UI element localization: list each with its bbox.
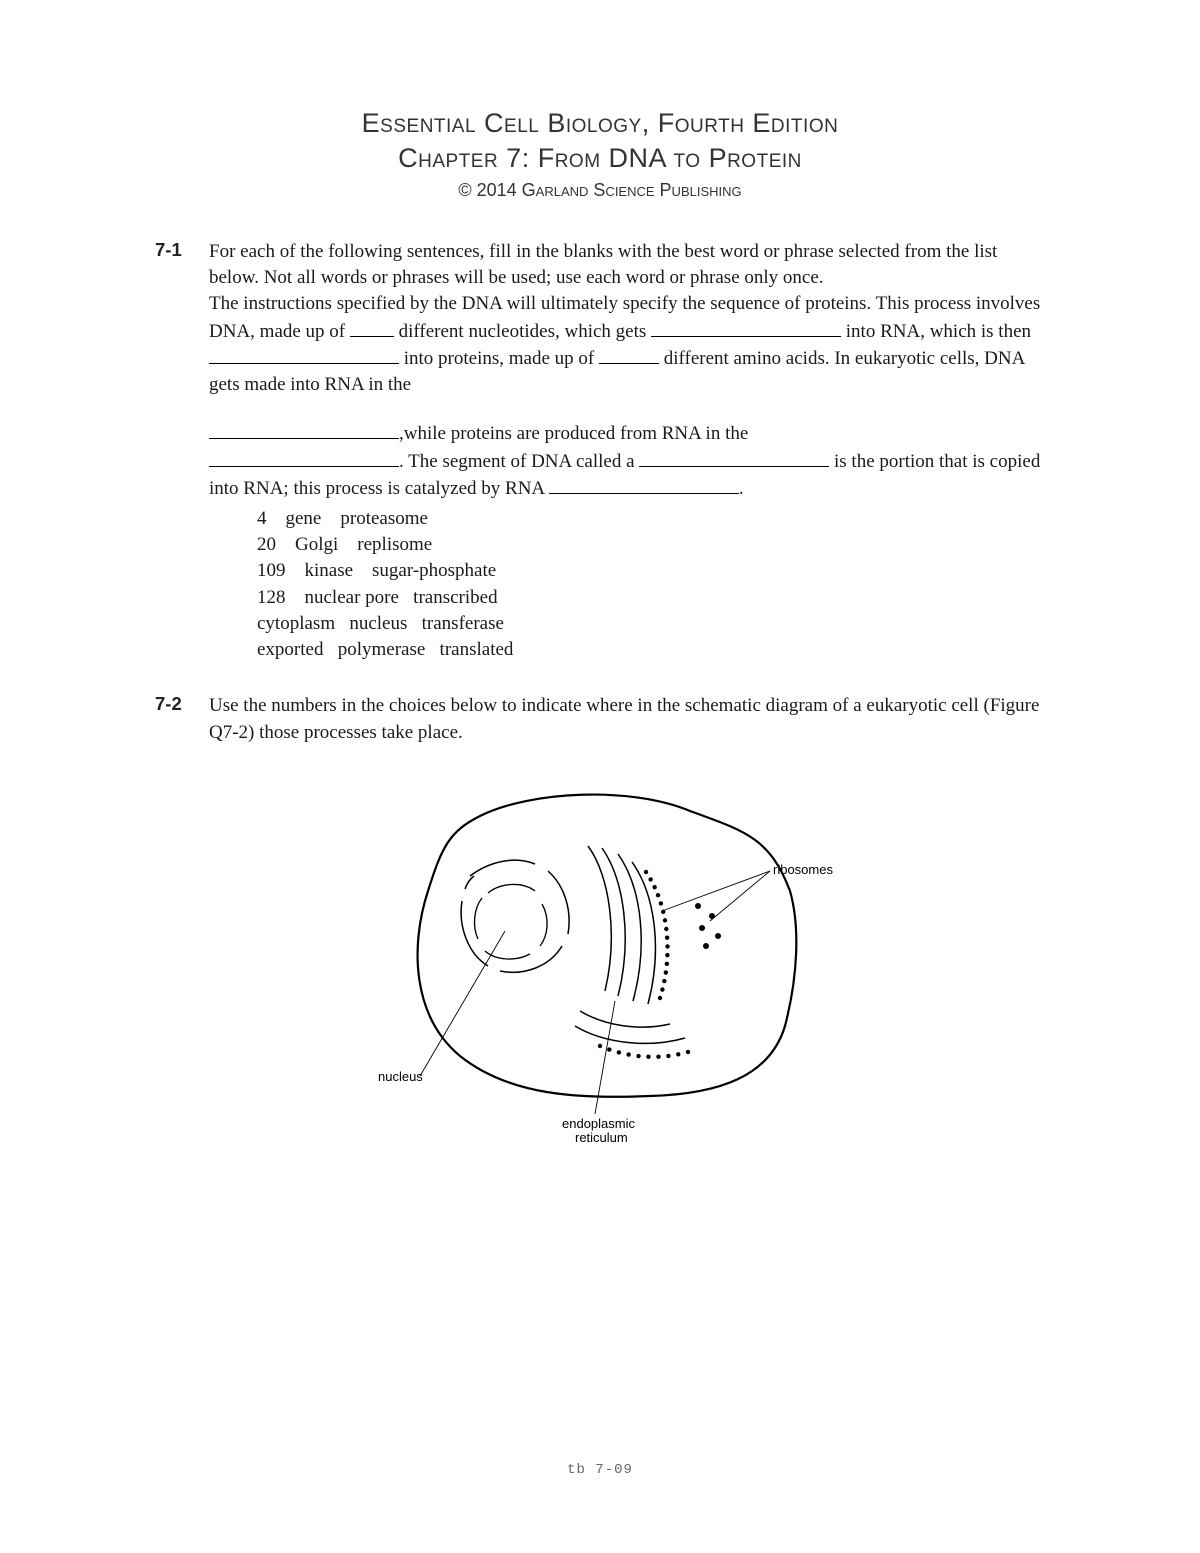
question-body: Use the numbers in the choices below to … (209, 693, 1045, 745)
q1-instruction: For each of the following sentences, fil… (209, 241, 997, 288)
blank (209, 448, 399, 467)
word-list-row: cytoplasm nucleus transferase (257, 611, 1045, 637)
blank (599, 345, 659, 364)
copyright-line: © 2014 Garland Science Publishing (155, 180, 1045, 201)
q1-text-d: into proteins, made up of (399, 348, 599, 369)
q1-text2-b: . The segment of DNA called a (399, 451, 639, 472)
cell-diagram-container: ribosomes nucleus endoplasmicreticulum (155, 776, 1045, 1156)
q1-text2-a: ,while proteins are produced from RNA in… (399, 423, 748, 444)
blank (209, 420, 399, 439)
word-list-row: 20 Golgi replisome (257, 532, 1045, 558)
question-7-1: 7-1 For each of the following sentences,… (155, 239, 1045, 663)
svg-text:endoplasmic: endoplasmic (562, 1116, 635, 1131)
question-number: 7-2 (155, 693, 209, 745)
page-header: Essential Cell Biology, Fourth Edition C… (155, 108, 1045, 201)
q1-text-b: different nucleotides, which gets (394, 321, 651, 342)
question-body: For each of the following sentences, fil… (209, 239, 1045, 663)
svg-text:nucleus: nucleus (378, 1069, 423, 1084)
cell-diagram: ribosomes nucleus endoplasmicreticulum (350, 776, 850, 1156)
book-title: Essential Cell Biology, Fourth Edition (155, 108, 1045, 139)
svg-text:ribosomes: ribosomes (773, 862, 833, 877)
word-list-row: 109 kinase sugar-phosphate (257, 558, 1045, 584)
word-list-row: exported polymerase translated (257, 637, 1045, 663)
page-container: Essential Cell Biology, Fourth Edition C… (0, 0, 1200, 1553)
word-list-row: 128 nuclear pore transcribed (257, 585, 1045, 611)
word-list-row: 4 gene proteasome (257, 506, 1045, 532)
q1-text2-d: . (739, 478, 744, 499)
blank (350, 318, 394, 337)
question-number: 7-1 (155, 239, 209, 663)
word-list: 4 gene proteasome 20 Golgi replisome 109… (257, 506, 1045, 663)
question-7-2: 7-2 Use the numbers in the choices below… (155, 693, 1045, 745)
chapter-title: Chapter 7: From DNA to Protein (155, 143, 1045, 174)
q1-text-c: into RNA, which is then (841, 321, 1031, 342)
svg-text:reticulum: reticulum (575, 1130, 628, 1145)
page-footer-code: tb 7-09 (0, 1462, 1200, 1478)
blank (549, 475, 739, 494)
blank (639, 448, 829, 467)
blank (651, 318, 841, 337)
blank (209, 345, 399, 364)
